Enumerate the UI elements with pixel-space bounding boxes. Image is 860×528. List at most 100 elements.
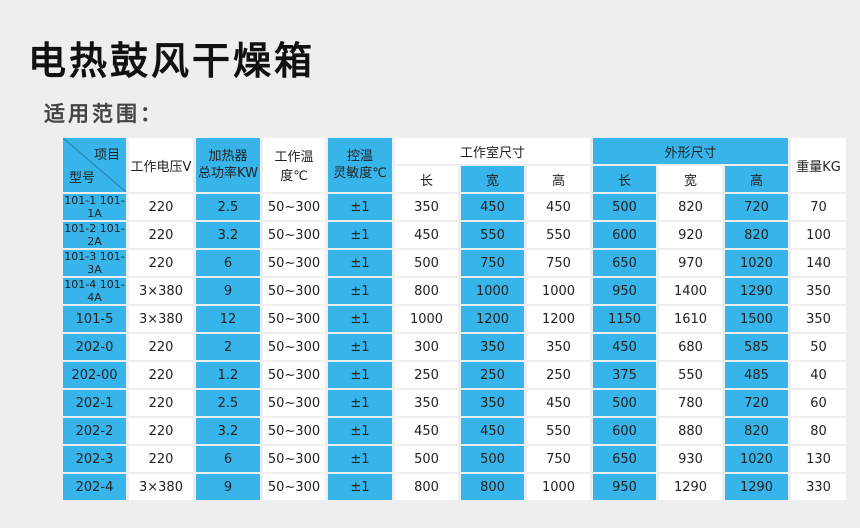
header-chamber-length: 长 <box>395 166 458 192</box>
cell-temp-sensitivity: ±1 <box>328 474 392 500</box>
cell-chamber-height: 550 <box>527 222 590 248</box>
header-heater-line2: 总功率KW <box>198 166 258 181</box>
cell-model: 202-2 <box>63 418 126 444</box>
cell-chamber-length: 250 <box>395 362 458 388</box>
cell-chamber-width: 250 <box>461 362 524 388</box>
header-model-label: 型号 <box>69 171 96 186</box>
cell-temp-range: 50~300 <box>263 362 325 388</box>
header-diagonal-cell: 项目 型号 <box>63 138 126 192</box>
cell-outer-width: 550 <box>659 362 722 388</box>
cell-chamber-width: 500 <box>461 446 524 472</box>
cell-heater-power: 3.2 <box>196 418 260 444</box>
cell-chamber-length: 500 <box>395 250 458 276</box>
header-item-label: 项目 <box>93 148 120 163</box>
cell-outer-height: 720 <box>725 194 788 220</box>
cell-chamber-width: 1000 <box>461 278 524 304</box>
cell-outer-length: 500 <box>593 194 656 220</box>
cell-temp-range: 50~300 <box>263 334 325 360</box>
cell-outer-length: 500 <box>593 390 656 416</box>
cell-outer-height: 720 <box>725 390 788 416</box>
table-row: 101-2 101-2A 220 3.2 50~300 ±1 450 550 550 600 92… <box>63 222 846 248</box>
header-outer-length: 长 <box>593 166 656 192</box>
cell-weight: 130 <box>791 446 846 472</box>
cell-heater-power: 9 <box>196 474 260 500</box>
cell-outer-width: 780 <box>659 390 722 416</box>
cell-outer-length: 450 <box>593 334 656 360</box>
cell-heater-power: 12 <box>196 306 260 332</box>
cell-temp-range: 50~300 <box>263 250 325 276</box>
cell-chamber-width: 350 <box>461 334 524 360</box>
header-outer-height: 高 <box>725 166 788 192</box>
cell-chamber-height: 750 <box>527 250 590 276</box>
table-row: 101-5 3×380 12 50~300 ±1 1000 1200 1200 1150 1610… <box>63 306 846 332</box>
cell-chamber-width: 350 <box>461 390 524 416</box>
cell-weight: 50 <box>791 334 846 360</box>
header-ctrl-line2: 灵敏度℃ <box>333 166 387 181</box>
cell-chamber-height: 450 <box>527 194 590 220</box>
header-chamber-width: 宽 <box>461 166 524 192</box>
spec-table-body: 101-1 101-1A 220 2.5 50~300 ±1 350 450 450 500 82… <box>63 194 846 500</box>
cell-voltage: 220 <box>129 362 193 388</box>
table-row: 101-3 101-3A 220 6 50~300 ±1 500 750 750 650 970 1… <box>63 250 846 276</box>
cell-chamber-height: 350 <box>527 334 590 360</box>
table-row: 202-2 220 3.2 50~300 ±1 450 450 550 600 880 820 80 <box>63 418 846 444</box>
cell-outer-height: 820 <box>725 222 788 248</box>
cell-heater-power: 6 <box>196 446 260 472</box>
header-voltage: 工作电压V <box>129 138 193 192</box>
table-row: 101-1 101-1A 220 2.5 50~300 ±1 350 450 450 500 82… <box>63 194 846 220</box>
header-temp-range: 工作温度℃ <box>263 138 325 192</box>
cell-model: 101-2 101-2A <box>63 222 126 248</box>
header-ctrl-line1: 控温 <box>346 149 373 164</box>
cell-temp-range: 50~300 <box>263 474 325 500</box>
cell-model: 202-0 <box>63 334 126 360</box>
cell-chamber-height: 1000 <box>527 474 590 500</box>
cell-chamber-height: 1200 <box>527 306 590 332</box>
header-heater-line1: 加热器 <box>208 149 248 164</box>
header-chamber-size: 工作室尺寸 <box>395 138 590 164</box>
cell-temp-sensitivity: ±1 <box>328 334 392 360</box>
cell-chamber-height: 1000 <box>527 278 590 304</box>
cell-temp-range: 50~300 <box>263 222 325 248</box>
cell-temp-range: 50~300 <box>263 278 325 304</box>
cell-weight: 40 <box>791 362 846 388</box>
cell-heater-power: 6 <box>196 250 260 276</box>
cell-heater-power: 2.5 <box>196 390 260 416</box>
cell-voltage: 220 <box>129 418 193 444</box>
cell-chamber-width: 450 <box>461 418 524 444</box>
cell-outer-width: 1610 <box>659 306 722 332</box>
cell-outer-height: 820 <box>725 418 788 444</box>
cell-outer-height: 1290 <box>725 278 788 304</box>
cell-chamber-length: 300 <box>395 334 458 360</box>
cell-outer-height: 1020 <box>725 446 788 472</box>
header-outer-width: 宽 <box>659 166 722 192</box>
cell-outer-length: 950 <box>593 474 656 500</box>
cell-model: 202-1 <box>63 390 126 416</box>
cell-temp-range: 50~300 <box>263 390 325 416</box>
cell-model: 202-00 <box>63 362 126 388</box>
cell-outer-height: 485 <box>725 362 788 388</box>
cell-temp-sensitivity: ±1 <box>328 250 392 276</box>
cell-chamber-width: 550 <box>461 222 524 248</box>
cell-weight: 80 <box>791 418 846 444</box>
cell-chamber-length: 450 <box>395 222 458 248</box>
cell-temp-sensitivity: ±1 <box>328 306 392 332</box>
header-heater-power: 加热器 总功率KW <box>196 138 260 192</box>
table-row: 202-3 220 6 50~300 ±1 500 500 750 650 930 1020 130 <box>63 446 846 472</box>
cell-outer-width: 930 <box>659 446 722 472</box>
cell-voltage: 220 <box>129 250 193 276</box>
cell-heater-power: 2 <box>196 334 260 360</box>
cell-chamber-length: 800 <box>395 474 458 500</box>
cell-chamber-width: 800 <box>461 474 524 500</box>
cell-weight: 100 <box>791 222 846 248</box>
table-row: 202-4 3×380 9 50~300 ±1 800 800 1000 950 1290 1290… <box>63 474 846 500</box>
cell-outer-length: 950 <box>593 278 656 304</box>
cell-temp-sensitivity: ±1 <box>328 222 392 248</box>
header-chamber-height: 高 <box>527 166 590 192</box>
cell-voltage: 220 <box>129 194 193 220</box>
cell-voltage: 220 <box>129 446 193 472</box>
cell-outer-length: 1150 <box>593 306 656 332</box>
table-row: 202-1 220 2.5 50~300 ±1 350 350 450 500 780 720 60 <box>63 390 846 416</box>
cell-outer-length: 650 <box>593 250 656 276</box>
cell-outer-length: 375 <box>593 362 656 388</box>
cell-heater-power: 3.2 <box>196 222 260 248</box>
